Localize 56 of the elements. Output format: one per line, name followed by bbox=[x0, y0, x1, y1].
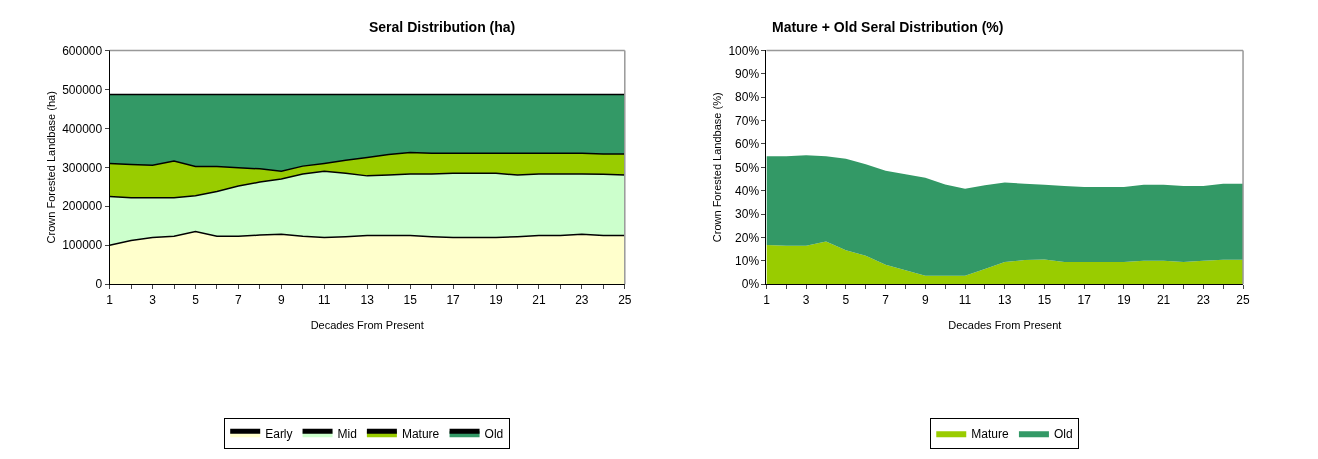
legend-label: Old bbox=[1053, 426, 1073, 441]
x-tick-label: 13 bbox=[360, 292, 375, 307]
legend-label: Mid bbox=[337, 426, 357, 441]
y-tick-label: 0% bbox=[741, 277, 760, 292]
x-tick-label: 1 bbox=[763, 292, 771, 307]
x-tick-label: 25 bbox=[618, 292, 632, 307]
x-tick-label: 7 bbox=[235, 292, 243, 307]
y-tick-label: 50% bbox=[735, 160, 760, 175]
x-tick-label: 17 bbox=[1077, 292, 1092, 307]
y-tick-label: 600000 bbox=[62, 43, 103, 58]
chart-title: Mature + Old Seral Distribution (%) bbox=[772, 19, 1004, 35]
y-tick-label: 500000 bbox=[62, 82, 103, 97]
x-tick-label: 19 bbox=[1117, 292, 1131, 307]
y-axis-title: Crown Forested Landbase (ha) bbox=[44, 91, 57, 244]
x-tick-label: 23 bbox=[1196, 292, 1211, 307]
y-tick-label: 70% bbox=[735, 113, 760, 128]
y-tick-label: 0 bbox=[95, 277, 103, 292]
x-tick-label: 11 bbox=[318, 292, 331, 307]
x-tick-label: 21 bbox=[1156, 292, 1171, 307]
x-tick-label: 11 bbox=[958, 292, 972, 307]
x-tick-label: 13 bbox=[998, 292, 1012, 307]
x-tick-label: 19 bbox=[489, 292, 503, 307]
y-tick-label: 60% bbox=[735, 137, 760, 152]
x-tick-label: 23 bbox=[575, 292, 589, 307]
y-tick-label: 100000 bbox=[62, 238, 103, 253]
x-tick-label: 15 bbox=[403, 292, 418, 307]
y-tick-label: 30% bbox=[735, 207, 760, 222]
y-tick-label: 80% bbox=[735, 90, 760, 105]
x-tick-label: 7 bbox=[882, 292, 890, 307]
x-tick-label: 5 bbox=[192, 292, 200, 307]
y-tick-label: 100% bbox=[728, 43, 760, 58]
legend-label: Mature bbox=[971, 426, 1009, 441]
x-axis-title: Decades From Present bbox=[948, 318, 1062, 331]
x-tick-label: 15 bbox=[1037, 292, 1052, 307]
legend-label: Old bbox=[484, 426, 504, 441]
x-tick-label: 3 bbox=[802, 292, 810, 307]
y-tick-label: 20% bbox=[735, 230, 760, 245]
x-tick-label: 5 bbox=[842, 292, 850, 307]
x-axis-title: Decades From Present bbox=[310, 318, 424, 331]
chart-title: Seral Distribution (ha) bbox=[369, 19, 516, 35]
y-tick-label: 400000 bbox=[62, 121, 103, 136]
x-tick-label: 9 bbox=[277, 292, 285, 307]
legend-label: Early bbox=[265, 426, 293, 441]
x-tick-label: 3 bbox=[149, 292, 157, 307]
x-tick-label: 1 bbox=[106, 292, 114, 307]
y-axis-title: Crown Forested Landbase (%) bbox=[711, 92, 724, 243]
x-tick-label: 25 bbox=[1236, 292, 1251, 307]
y-tick-label: 200000 bbox=[62, 199, 103, 214]
y-tick-label: 90% bbox=[735, 66, 760, 81]
y-tick-label: 10% bbox=[735, 254, 760, 269]
x-tick-label: 21 bbox=[532, 292, 546, 307]
y-tick-label: 300000 bbox=[62, 160, 103, 175]
x-tick-label: 9 bbox=[921, 292, 929, 307]
x-tick-label: 17 bbox=[446, 292, 461, 307]
legend-label: Mature bbox=[401, 426, 440, 441]
y-tick-label: 40% bbox=[735, 183, 760, 198]
